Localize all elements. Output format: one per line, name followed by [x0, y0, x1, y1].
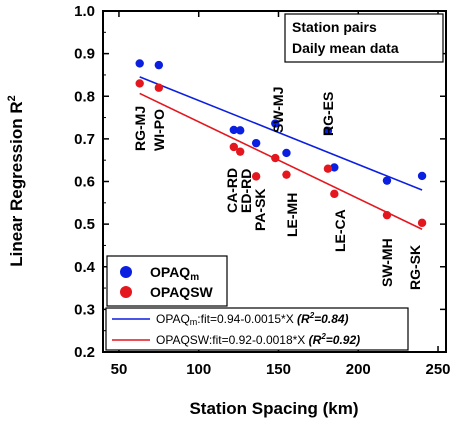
- fit-legend-label-opaqm: OPAQm:fit=0.94-0.0015*X (R2=0.84): [156, 311, 349, 327]
- point-opaqm-3: [236, 126, 245, 135]
- point-label-sw-mj: SW-MJ: [270, 87, 286, 133]
- y-tick-label: 0.4: [74, 259, 96, 276]
- y-axis-label: Linear Regression R2: [6, 95, 26, 266]
- y-tick-label: 0.7: [74, 131, 95, 148]
- point-label-ed-rd: ED-RD: [238, 169, 254, 213]
- point-opaqm-2: [229, 125, 239, 135]
- point-opaqsw-0: [135, 79, 144, 88]
- point-label-le-ca: LE-CA: [332, 209, 348, 252]
- point-label-rg-es: RG-ES: [320, 92, 336, 136]
- x-tick-label: 50: [111, 361, 128, 378]
- point-label-rg-mj: RG-MJ: [132, 106, 148, 151]
- point-opaqsw-2: [229, 142, 239, 152]
- y-tick-label: 0.3: [74, 301, 95, 318]
- point-label-pa-sk: PA-SK: [252, 188, 268, 231]
- legend-label-opaqm-subscript: m: [190, 272, 199, 283]
- data-points: [135, 59, 427, 228]
- point-label-le-mh: LE-MH: [284, 193, 300, 237]
- point-opaqsw-9: [382, 210, 392, 220]
- point-opaqsw-3: [236, 147, 245, 156]
- annotation-line-1: Station pairs: [292, 19, 377, 35]
- point-label-rg-sk: RG-SK: [407, 245, 423, 290]
- point-opaqm-10: [417, 171, 427, 181]
- fit-lines: [139, 76, 423, 230]
- point-label-wi-po: WI-PO: [151, 109, 167, 151]
- legend-marker-opaqm: [120, 266, 132, 278]
- point-label-sw-mh: SW-MH: [379, 238, 395, 287]
- annotation-box: [284, 13, 444, 63]
- point-opaqm-1: [154, 60, 164, 70]
- point-opaqm-4: [251, 138, 261, 148]
- point-opaqsw-1: [154, 83, 164, 92]
- fit-legend-label-opaqm-subscript: m: [190, 317, 198, 327]
- y-tick-label: 1.0: [74, 3, 95, 20]
- axis-ticks: 50 100 150 200 250 0.2 0.3 0.4 0.5 0.6 0.7 0.8 0.9 1.…: [74, 3, 450, 378]
- fit-legend-box: [105, 307, 409, 351]
- point-opaqm-0: [135, 59, 144, 68]
- fit-line-1: [139, 92, 423, 230]
- y-tick-label: 0.5: [74, 216, 95, 233]
- legend-label-opaqsw: OPAQSW: [150, 284, 214, 300]
- x-tick-label: 250: [426, 361, 451, 378]
- point-opaqsw-6: [282, 170, 291, 179]
- point-opaqsw-4: [251, 172, 261, 181]
- point-opaqm-9: [382, 176, 392, 185]
- fit-legend-label-opaqsw: OPAQSW:fit=0.92-0.0018*X (R2=0.92): [156, 332, 360, 347]
- legend-label-opaqm: OPAQm: [150, 264, 199, 283]
- point-opaqm-6: [282, 148, 291, 158]
- point-opaqm-8: [330, 163, 339, 172]
- point-opaqm-5: [271, 119, 280, 128]
- y-tick-label: 0.6: [74, 174, 95, 191]
- x-axis-label: Station Spacing (km): [189, 399, 358, 418]
- x-tick-label: 200: [346, 361, 371, 378]
- y-tick-label: 0.9: [74, 46, 95, 63]
- x-tick-label: 150: [266, 361, 291, 378]
- point-opaqm-7: [323, 126, 333, 135]
- point-opaqsw-5: [271, 153, 280, 163]
- fit-line-0: [139, 76, 423, 191]
- x-tick-label: 100: [186, 361, 211, 378]
- point-label-ca-rd: CA-RD: [224, 168, 240, 213]
- point-opaqsw-8: [330, 189, 339, 199]
- y-axis-label-superscript: 2: [6, 95, 18, 101]
- y-tick-label: 0.2: [74, 344, 95, 361]
- point-opaqsw-7: [323, 164, 333, 173]
- point-opaqsw-10: [417, 218, 427, 228]
- y-tick-label: 0.8: [74, 88, 95, 105]
- legend-marker-opaqsw: [120, 286, 132, 298]
- annotation-line-2: Daily mean data: [292, 40, 399, 56]
